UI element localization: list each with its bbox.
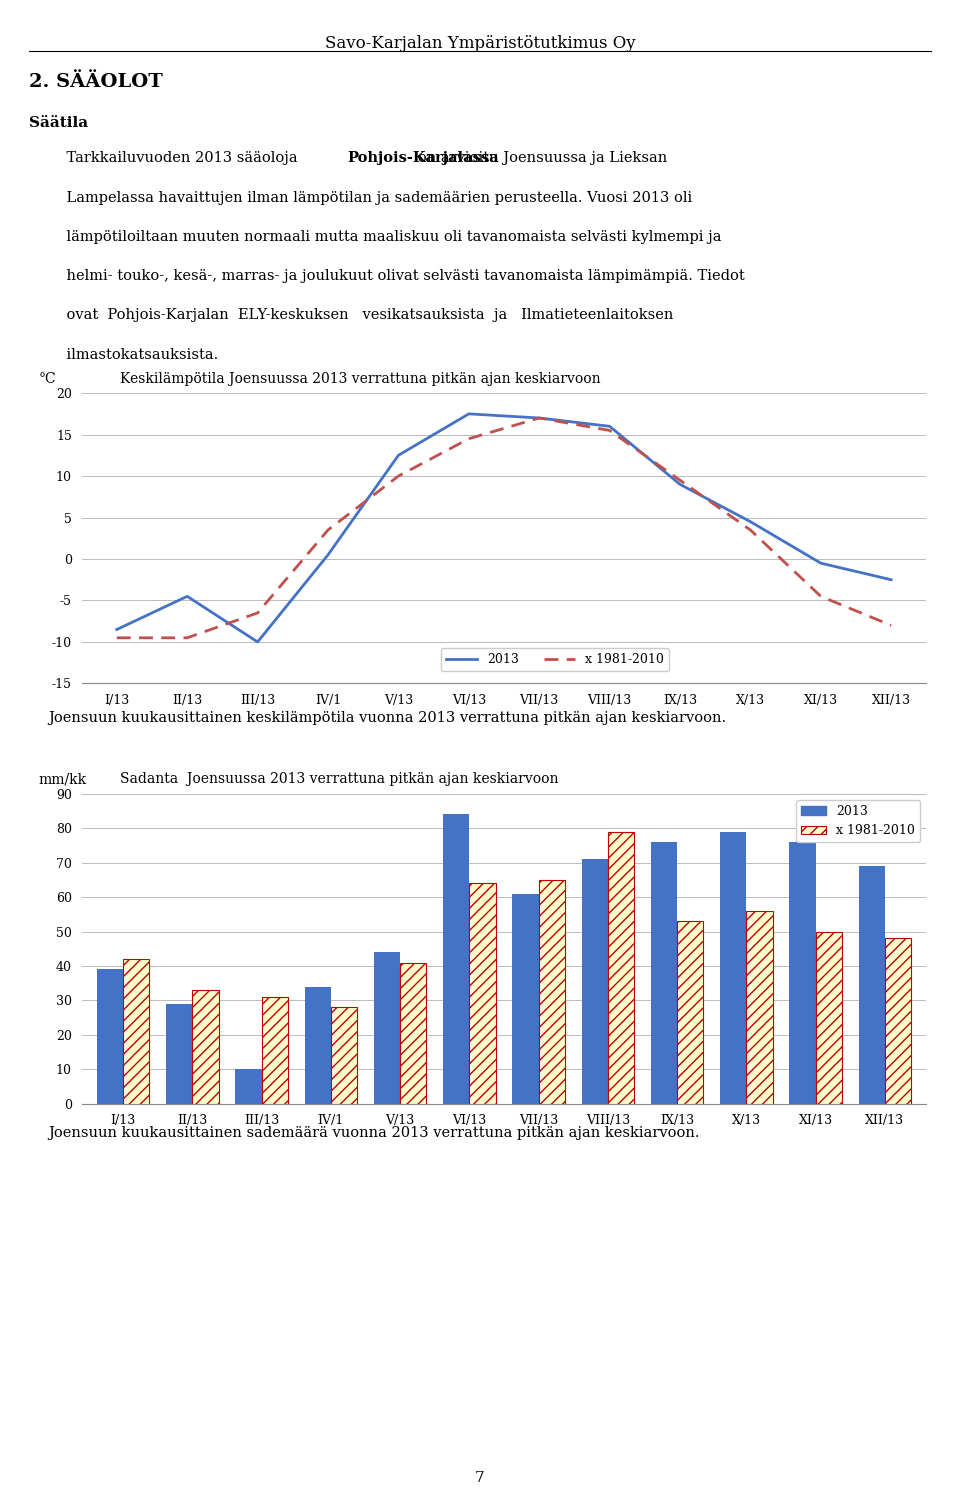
Bar — [192, 990, 219, 1104]
Text: ovat  Pohjois-Karjalan  ELY-keskuksen   vesikatsauksista  ja   Ilmatieteenlaitok: ovat Pohjois-Karjalan ELY-keskuksen vesi… — [48, 308, 673, 322]
Text: Savo-Karjalan Ympäristötutkimus Oy: Savo-Karjalan Ympäristötutkimus Oy — [324, 35, 636, 51]
Bar — [816, 931, 842, 1104]
Bar — [123, 959, 150, 1104]
Legend: 2013, x 1981-2010: 2013, x 1981-2010 — [796, 800, 920, 842]
Bar — [400, 963, 426, 1104]
Text: ilmastokatsauksista.: ilmastokatsauksista. — [48, 348, 218, 361]
Text: Keskilämpötila Joensuussa 2013 verrattuna pitkän ajan keskiarvoon: Keskilämpötila Joensuussa 2013 verrattun… — [120, 372, 601, 386]
Bar — [858, 866, 885, 1104]
Text: Tarkkailuvuoden 2013 sääoloja                          on arvioitu Joensuussa ja: Tarkkailuvuoden 2013 sääoloja on arvioit… — [48, 151, 667, 165]
Bar — [885, 939, 911, 1104]
Text: °C: °C — [38, 372, 56, 386]
Bar — [513, 894, 539, 1104]
Bar — [608, 832, 635, 1104]
Bar — [262, 996, 288, 1104]
Bar — [166, 1004, 192, 1104]
Text: helmi- touko-, kesä-, marras- ja joulukuut olivat selvästi tavanomaista lämpimäm: helmi- touko-, kesä-, marras- ja jouluku… — [48, 269, 745, 283]
Text: lämpötiloiltaan muuten normaali mutta maaliskuu oli tavanomaista selvästi kylmem: lämpötiloiltaan muuten normaali mutta ma… — [48, 230, 722, 243]
Bar — [97, 969, 123, 1104]
Text: Sadanta  Joensuussa 2013 verrattuna pitkän ajan keskiarvoon: Sadanta Joensuussa 2013 verrattuna pitkä… — [120, 773, 559, 786]
Bar — [746, 910, 773, 1104]
Bar — [789, 842, 816, 1104]
Bar — [720, 832, 746, 1104]
Bar — [651, 842, 677, 1104]
Text: Joensuun kuukausittainen sademäärä vuonna 2013 verrattuna pitkän ajan keskiarvoo: Joensuun kuukausittainen sademäärä vuonn… — [48, 1126, 700, 1140]
Text: Joensuun kuukausittainen keskilämpötila vuonna 2013 verrattuna pitkän ajan keski: Joensuun kuukausittainen keskilämpötila … — [48, 711, 726, 724]
Text: Tarkkailuvuoden 2013 sääoloja      Pohjois-Karjalassa: Tarkkailuvuoden 2013 sääoloja Pohjois-Ka… — [48, 151, 506, 166]
Bar — [582, 859, 608, 1104]
Bar — [235, 1069, 262, 1104]
Text: mm/kk: mm/kk — [38, 773, 86, 786]
Text: Säätila: Säätila — [29, 116, 88, 130]
Bar — [677, 921, 704, 1104]
Bar — [331, 1007, 357, 1104]
Bar — [469, 883, 495, 1104]
Text: 7: 7 — [475, 1471, 485, 1485]
Bar — [539, 880, 564, 1104]
Bar — [373, 953, 400, 1104]
Bar — [304, 987, 331, 1104]
Bar — [444, 815, 469, 1104]
Legend: 2013, x 1981-2010: 2013, x 1981-2010 — [441, 649, 669, 671]
Text: Lampelassa havaittujen ilman lämpötilan ja sademäärien perusteella. Vuosi 2013 o: Lampelassa havaittujen ilman lämpötilan … — [48, 191, 692, 204]
Text: Pohjois-Karjalassa: Pohjois-Karjalassa — [348, 151, 499, 165]
Text: 2. SÄÄOLOT: 2. SÄÄOLOT — [29, 73, 162, 91]
